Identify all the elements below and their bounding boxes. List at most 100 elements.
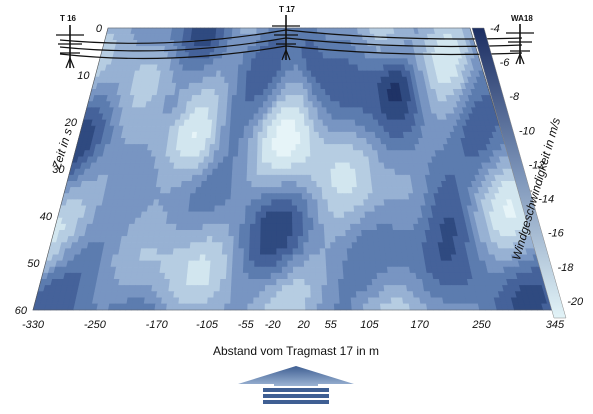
contour-cell [362,248,370,256]
contour-cell [266,168,273,176]
contour-cell [326,266,333,274]
contour-cell [281,156,287,164]
contour-cell [249,223,256,231]
contour-cell [255,46,261,53]
contour-cell [166,303,174,311]
contour-cell [178,248,185,256]
contour-cell [254,248,261,256]
contour-cell [224,131,231,139]
contour-cell [310,285,317,292]
contour-cell [244,113,250,121]
contour-cell [214,89,220,96]
contour-cell [168,285,176,292]
contour-cell [321,279,328,286]
contour-cell [192,217,199,225]
contour-cell [228,76,234,84]
contour-cell [294,82,300,90]
contour-cell [237,260,245,268]
contour-cell [281,217,288,225]
contour-cell [265,279,272,286]
contour-cell [290,107,296,115]
contour-cell [299,113,305,121]
contour-cell [174,230,182,237]
contour-cell [188,205,195,213]
contour-cell [271,205,278,213]
contour-cell [185,285,193,292]
contour-cell [321,187,328,194]
contour-cell [286,217,293,225]
contour-cell [189,297,197,305]
contour-cell [310,52,316,59]
contour-cell [281,101,287,108]
contour-cell [344,217,351,225]
contour-cell [199,150,206,158]
contour-cell [324,144,330,151]
contour-cell [252,150,258,158]
contour-cell [289,95,296,102]
contour-cell [252,131,259,139]
contour-cell [262,131,268,139]
contour-cell [310,303,318,311]
contour-cell [317,113,324,121]
contour-cell [366,279,373,286]
contour-cell [225,279,233,286]
contour-cell [233,230,240,237]
contour-cell [260,217,267,225]
contour-cell [259,76,265,84]
contour-cell [276,285,283,292]
contour-cell [230,199,237,207]
contour-cell [239,125,245,133]
contour-cell [198,266,206,274]
contour-cell [183,303,191,311]
contour-cell [285,138,292,145]
contour-cell [255,230,262,237]
contour-cell [314,144,321,151]
contour-cell [235,297,243,305]
contour-cell [336,180,343,188]
contour-cell [263,52,269,59]
contour-cell [237,266,244,274]
contour-cell [321,107,328,115]
contour-cell [212,162,219,170]
contour-cell [170,266,178,274]
contour-cell [229,303,237,311]
contour-cell [189,242,197,249]
contour-cell [203,156,210,164]
contour-cell [306,64,312,72]
contour-cell [369,260,377,268]
contour-cell [241,76,247,84]
contour-cell [231,272,238,280]
contour-cell [223,223,230,231]
contour-cell [360,223,368,231]
contour-cell [308,230,315,237]
contour-cell [213,285,221,292]
contour-cell [312,107,319,115]
x-tick-label: -55 [238,319,255,331]
contour-cell [298,76,304,84]
contour-cell [382,279,390,286]
contour-cell [213,217,220,225]
contour-cell [372,285,380,292]
contour-cell [341,248,348,256]
contour-cell [259,58,265,66]
contour-cell [355,285,363,292]
contour-cell [247,144,254,151]
contour-cell [287,266,294,274]
contour-cell [204,254,212,262]
colorbar [471,27,567,319]
contour-cell [304,138,311,145]
contour-cell [204,199,211,207]
contour-cell [245,89,251,96]
contour-cell [249,248,256,256]
contour-cell [276,101,282,108]
contour-cell [295,131,301,139]
contour-cell [307,89,313,96]
contour-cell [338,291,346,299]
colorbar-tick-label: -4 [490,23,500,35]
contour-cell [332,199,339,207]
contour-cell [272,89,278,96]
contour-cell [310,162,317,170]
contour-cell [229,58,236,66]
contour-cell [266,144,273,151]
contour-cell [335,113,342,121]
